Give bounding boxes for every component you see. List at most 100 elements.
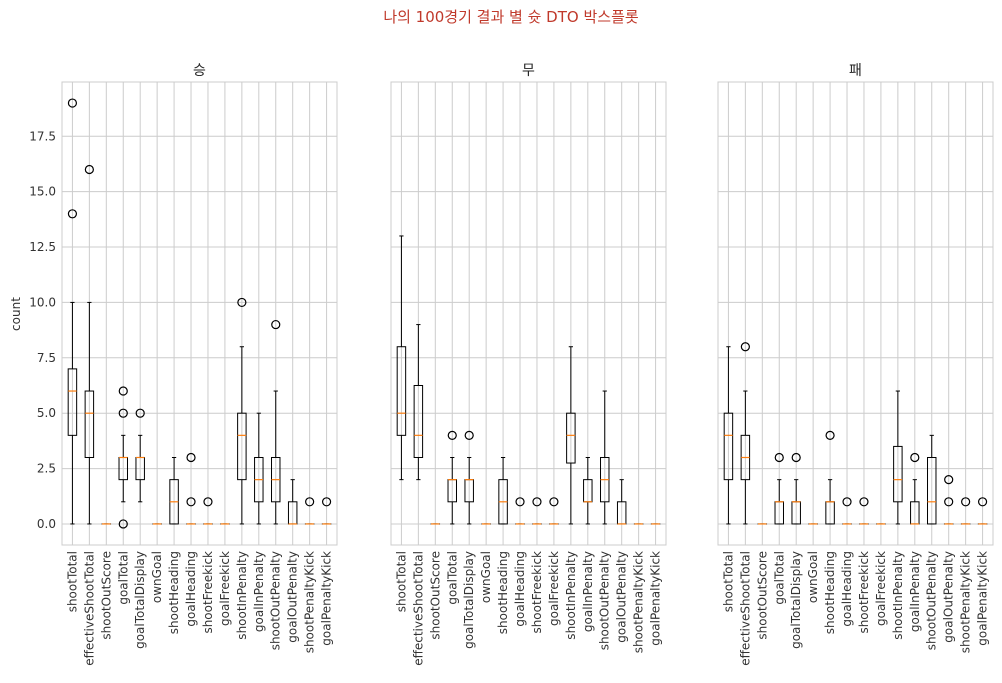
y-tick-label: 2.5 xyxy=(37,462,56,476)
outlier-point xyxy=(84,164,94,175)
box-shootOutPenalty xyxy=(927,434,937,525)
x-tick-label: shootInPenalty xyxy=(564,551,578,640)
x-tick-label: goalOutPenalty xyxy=(286,551,300,643)
outlier-point xyxy=(944,497,954,507)
outlier-point xyxy=(515,497,525,507)
outlier-point xyxy=(118,408,128,418)
box-goalTotal xyxy=(118,386,128,529)
box-shootInPenalty xyxy=(237,297,247,525)
x-tick-label: shootTotal xyxy=(65,551,79,612)
x-tick-label: goalInPenalty xyxy=(581,551,595,632)
box-goalPenaltyKick xyxy=(321,497,332,525)
box-goalFreekick xyxy=(549,497,559,525)
box-goalInPenalty xyxy=(910,452,920,525)
box-goalHeading xyxy=(186,452,196,525)
y-axis-label: count xyxy=(9,297,23,331)
outlier-point xyxy=(910,452,920,463)
subplot-title: 패 xyxy=(849,63,862,79)
box-shootFreekick xyxy=(532,497,542,525)
outlier-point xyxy=(186,497,196,507)
outlier-point xyxy=(791,452,801,463)
box-effectiveShootTotal xyxy=(740,342,751,525)
x-tick-label: effectiveShootTotal xyxy=(738,551,752,666)
box-goalOutPenalty xyxy=(943,475,954,525)
iqr-box xyxy=(84,390,95,458)
box-shootPenaltyKick xyxy=(304,497,315,525)
outlier-point xyxy=(774,452,784,463)
outlier-point xyxy=(305,497,315,507)
panel-0: 0.0 2.5 5.0 7.5 10.0 12.5 15.0 17.5 shootTotal ef… xyxy=(29,63,338,666)
iqr-box xyxy=(927,456,937,525)
axes-frame xyxy=(717,81,994,546)
y-tick-label: 7.5 xyxy=(37,351,56,365)
box-effectiveShootTotal xyxy=(413,324,424,481)
outlier-point xyxy=(961,497,971,507)
box-goalTotalDisplay xyxy=(464,430,474,525)
box-shootTotal xyxy=(723,346,734,525)
x-tick-label: shootInPenalty xyxy=(235,551,249,640)
x-tick-label: shootFreekick xyxy=(530,551,544,634)
x-tick-label: goalOutPenalty xyxy=(942,551,956,643)
x-tick-label: shootOutScore xyxy=(428,551,442,640)
box-shootOutPenalty xyxy=(271,319,281,525)
subplot-title: 무 xyxy=(522,63,535,79)
outlier-point xyxy=(825,430,835,440)
y-tick-label: 15.0 xyxy=(29,185,56,199)
x-tick-label: shootOutPenalty xyxy=(925,551,939,650)
iqr-box xyxy=(237,412,247,481)
outlier-point xyxy=(321,497,332,507)
x-tick-label: shootTotal xyxy=(394,551,408,612)
outlier-point xyxy=(118,386,128,396)
outlier-point xyxy=(549,497,559,507)
y-tick-label: 12.5 xyxy=(29,240,56,254)
box-goalTotalDisplay xyxy=(135,408,145,503)
x-tick-label: shootFreekick xyxy=(201,551,215,634)
x-tick-label: goalHeading xyxy=(840,551,854,627)
x-tick-label: goalFreekick xyxy=(218,551,232,626)
x-tick-label: goalHeading xyxy=(513,551,527,627)
x-tick-label: goalTotalDisplay xyxy=(789,551,803,649)
x-tick-label: shootHeading xyxy=(167,551,181,634)
figure-title: 나의 100경기 결과 별 슛 DTO 박스플롯 xyxy=(383,8,639,26)
x-tick-label: ownGoal xyxy=(479,551,493,603)
box-goalHeading xyxy=(515,497,525,525)
x-tick-label: shootHeading xyxy=(823,551,837,634)
box-goalTotal xyxy=(447,430,457,525)
outlier-point xyxy=(67,98,78,108)
x-tick-label: goalFreekick xyxy=(547,551,561,626)
x-tick-label: shootPenaltyKick xyxy=(303,551,317,653)
y-tick-label: 0.0 xyxy=(37,517,56,531)
x-tick-label: goalTotalDisplay xyxy=(462,551,476,649)
x-tick-label: goalInPenalty xyxy=(252,551,266,632)
x-tick-label: shootTotal xyxy=(721,551,735,612)
x-tick-label: shootOutScore xyxy=(755,551,769,640)
x-tick-label: goalTotal xyxy=(772,551,786,605)
x-tick-label: goalFreekick xyxy=(874,551,888,626)
box-shootHeading xyxy=(825,430,835,525)
x-tick-label: goalInPenalty xyxy=(908,551,922,632)
iqr-box xyxy=(723,412,734,481)
y-tick-label: 17.5 xyxy=(29,129,56,143)
box-goalTotalDisplay xyxy=(791,452,801,525)
panel-2: shootTotal effectiveShootTotal shootOutSco… xyxy=(717,63,994,666)
x-tick-label: goalTotal xyxy=(116,551,130,605)
box-shootInPenalty xyxy=(566,346,576,525)
box-goalInPenalty xyxy=(583,456,593,525)
outlier-point xyxy=(532,497,542,507)
x-tick-label: goalHeading xyxy=(184,551,198,627)
x-tick-label: goalPenaltyKick xyxy=(976,551,990,646)
x-tick-label: goalTotalDisplay xyxy=(133,551,147,649)
box-shootFreekick xyxy=(203,497,213,525)
iqr-box xyxy=(396,346,407,436)
x-tick-label: effectiveShootTotal xyxy=(82,551,96,666)
iqr-box xyxy=(67,368,78,436)
x-tick-label: shootOutPenalty xyxy=(598,551,612,650)
iqr-box xyxy=(413,384,424,458)
box-goalHeading xyxy=(842,497,852,525)
x-tick-label: shootOutScore xyxy=(99,551,113,640)
x-tick-label: goalPenaltyKick xyxy=(320,551,334,646)
box-goalInPenalty xyxy=(254,412,264,525)
box-shootTotal xyxy=(67,98,78,525)
